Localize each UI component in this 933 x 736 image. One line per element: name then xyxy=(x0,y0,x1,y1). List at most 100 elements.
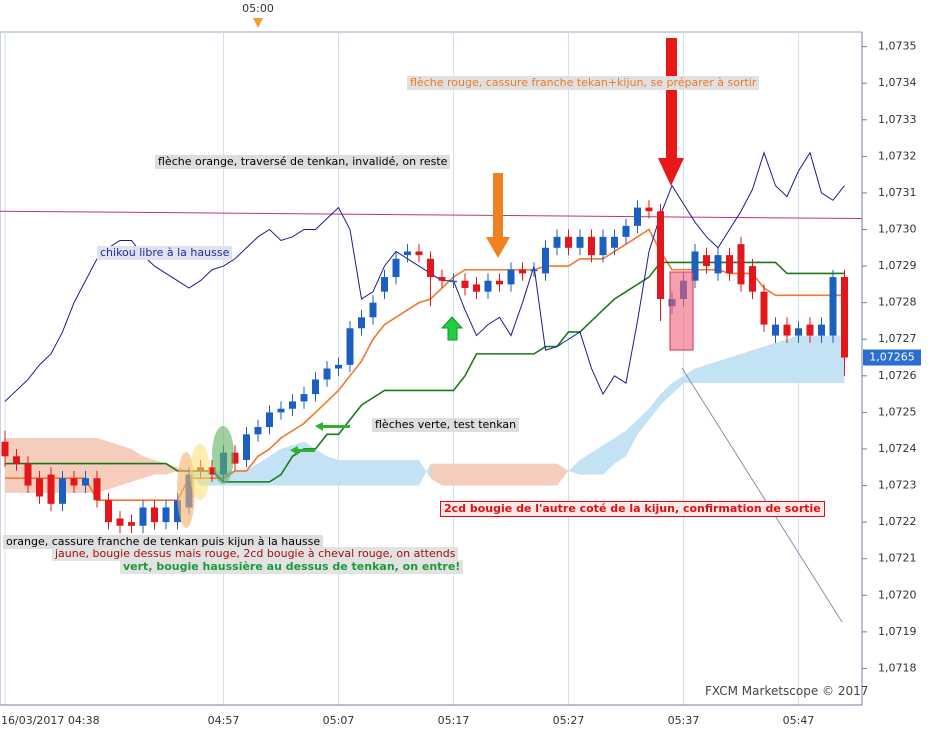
candle-body xyxy=(116,518,124,526)
y-tick-label: 1,0730 xyxy=(878,223,917,236)
candle-body xyxy=(392,258,400,278)
cloud-segment xyxy=(108,441,120,490)
cloud-segment xyxy=(683,368,695,384)
candle-body xyxy=(36,478,43,497)
cloud-segment xyxy=(396,459,408,486)
cloud-segment xyxy=(695,364,707,384)
annotation: 2cd bougie de l'autre coté de la kijun, … xyxy=(440,501,825,517)
cloud-segment xyxy=(545,463,557,486)
cloud-segment xyxy=(637,408,649,435)
candle-body xyxy=(576,236,584,248)
x-tick-label: 05:17 xyxy=(438,714,470,727)
candle-body xyxy=(783,324,791,336)
candle-body xyxy=(507,269,515,285)
cloud-segment xyxy=(120,445,132,486)
cloud-segment xyxy=(568,459,580,475)
x-tick-label: 16/03/2017 04:38 xyxy=(1,714,100,727)
y-tick-label: 1,0723 xyxy=(878,479,917,492)
cloud-segment xyxy=(752,346,764,384)
cloud-segment xyxy=(810,335,822,384)
y-tick-label: 1,0721 xyxy=(878,552,917,565)
candle-body xyxy=(530,269,538,272)
cloud-segment xyxy=(258,456,270,486)
y-tick-label: 1,0724 xyxy=(878,442,917,455)
candle-body xyxy=(645,207,653,212)
x-tick-label: 05:47 xyxy=(783,714,815,727)
y-tick-label: 1,0725 xyxy=(878,405,917,418)
candle-body xyxy=(450,280,457,283)
cloud-segment xyxy=(764,342,776,384)
annotation: chikou libre à la hausse xyxy=(97,246,233,260)
series-layer xyxy=(0,151,863,534)
cloud-segment xyxy=(304,441,316,486)
green-arrow xyxy=(440,316,464,341)
cloud-segment xyxy=(580,452,592,475)
y-tick-label: 1,0726 xyxy=(878,369,917,382)
cloud-segment xyxy=(235,470,247,486)
candle-body xyxy=(381,277,388,292)
cloud-segment xyxy=(603,437,615,475)
annotation: orange, cassure franche de tenkan puis k… xyxy=(3,535,324,549)
drawing-layer xyxy=(177,38,843,623)
candle-body xyxy=(657,211,664,300)
candle-body xyxy=(806,324,814,336)
candle-body xyxy=(749,266,756,292)
y-tick-label: 1,0718 xyxy=(878,661,917,674)
candle-body xyxy=(243,434,250,460)
candle-body xyxy=(760,291,768,325)
candle-body xyxy=(59,478,66,504)
y-tick-label: 1,0727 xyxy=(878,332,917,345)
time-marker xyxy=(253,18,263,28)
cloud-segment xyxy=(131,448,143,482)
cloud-segment xyxy=(591,445,603,475)
y-tick-label: 1,0732 xyxy=(878,149,917,162)
cloud-layer xyxy=(5,335,845,493)
candle-body xyxy=(611,236,618,248)
candle-body xyxy=(588,236,595,256)
x-tick-label: 05:37 xyxy=(668,714,700,727)
candle-body xyxy=(795,328,802,336)
annotation: flèche rouge, cassure franche tekan+kiju… xyxy=(407,76,760,90)
candle-body xyxy=(427,258,434,278)
cloud-segment xyxy=(649,394,661,420)
annotation: flèche orange, traversé de tenkan, inval… xyxy=(155,155,451,169)
cloud-segment xyxy=(741,350,753,384)
candle-body xyxy=(82,478,89,486)
candle-body xyxy=(105,500,112,523)
candle-body xyxy=(691,251,699,281)
candle-body xyxy=(599,236,607,256)
candle-body xyxy=(323,368,331,380)
candle-body xyxy=(174,500,181,523)
candle-body xyxy=(289,401,296,409)
cloud-segment xyxy=(338,459,350,486)
cloud-segment xyxy=(787,335,799,384)
cloud-segment xyxy=(798,335,810,384)
candle-body xyxy=(312,379,319,395)
cloud-segment xyxy=(499,463,511,486)
x-tick-label: 05:07 xyxy=(323,714,355,727)
y-tick-label: 1,0722 xyxy=(878,515,917,528)
candle-body xyxy=(542,247,549,274)
y-tick-label: 1,0728 xyxy=(878,296,917,309)
candle-body xyxy=(438,277,446,281)
cloud-segment xyxy=(729,353,741,384)
cloud-segment xyxy=(327,456,339,486)
cloud-segment xyxy=(476,463,488,486)
candle-body xyxy=(151,507,158,523)
candle-body xyxy=(300,394,308,402)
candle-body xyxy=(565,236,572,248)
candle-body xyxy=(346,328,354,365)
y-tick-label: 1,0719 xyxy=(878,625,917,638)
candle-body xyxy=(358,317,365,329)
candle-body xyxy=(162,507,170,523)
cloud-segment xyxy=(453,463,465,486)
cloud-segment xyxy=(706,361,718,384)
cloud-segment xyxy=(718,357,730,384)
cloud-segment xyxy=(373,459,385,486)
cloud-segment xyxy=(407,459,419,486)
candle-body xyxy=(726,255,733,274)
candle-body xyxy=(772,324,779,336)
cloud-segment xyxy=(557,463,569,486)
cloud-segment xyxy=(143,456,155,479)
y-tick-label: 1,0729 xyxy=(878,259,917,272)
